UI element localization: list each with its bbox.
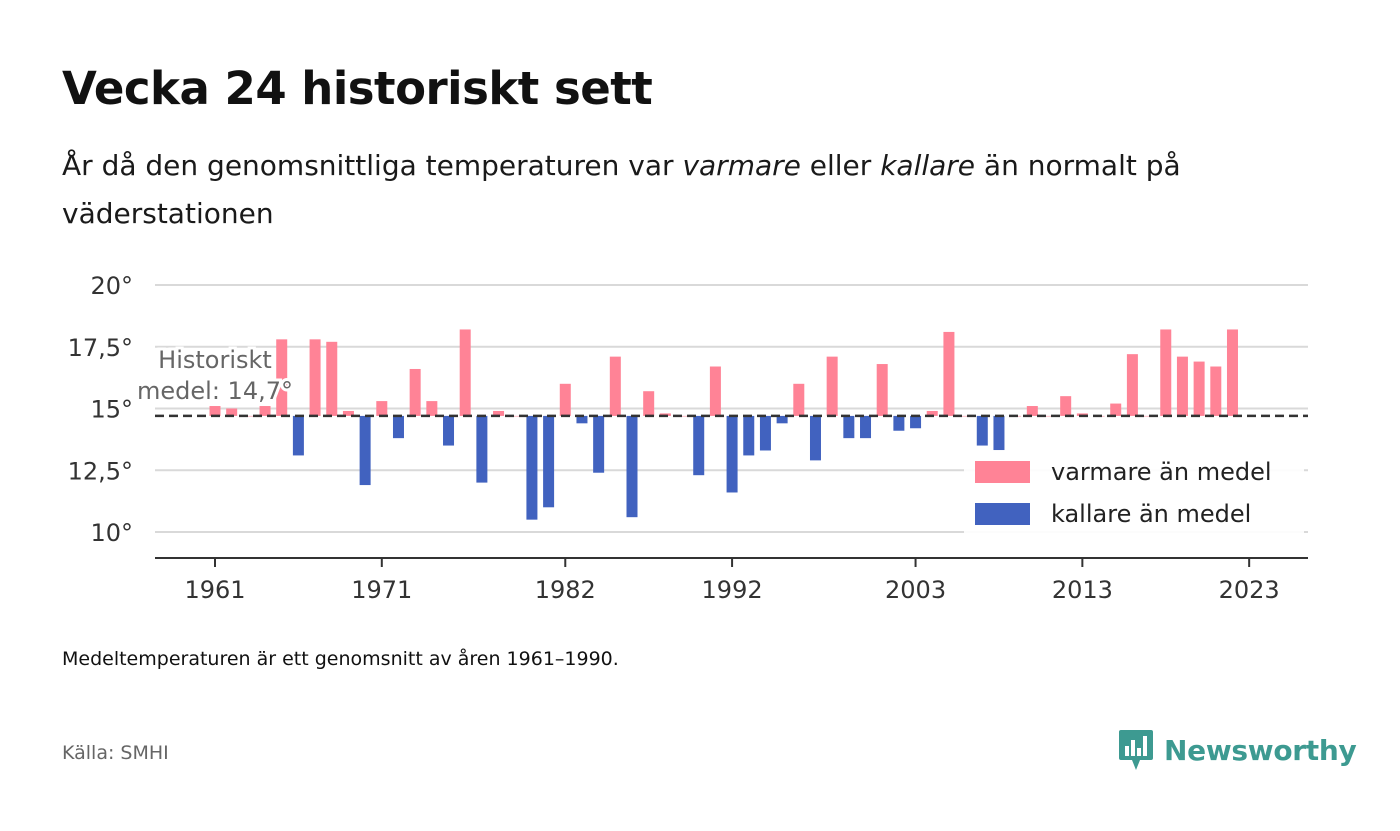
- legend-swatch: [975, 461, 1030, 483]
- bar-1963: [242, 415, 254, 417]
- y-tick-label: 15°: [90, 396, 133, 424]
- bar-2018: [1160, 329, 1172, 416]
- x-axis: 1961 1971 1982 1992 2003 2013 2023: [155, 557, 1308, 604]
- bar-1990: [693, 415, 705, 476]
- legend-label: kallare än medel: [1051, 500, 1251, 528]
- bar-1971: [376, 401, 388, 416]
- bar-1984: [593, 415, 605, 473]
- bar-1969: [342, 410, 354, 416]
- y-axis-labels: 20° 17,5° 15° 12,5° 10°: [68, 272, 133, 547]
- bar-1972: [392, 415, 404, 439]
- legend-swatch: [975, 503, 1030, 525]
- legend-label: varmare än medel: [1051, 458, 1272, 486]
- bar-1995: [776, 415, 788, 424]
- bar-1993: [743, 415, 755, 456]
- subtitle-cold-word: kallare: [880, 149, 976, 182]
- bar-2012: [1060, 396, 1072, 416]
- bar-1962: [226, 408, 238, 416]
- subtitle-warm-word: varmare: [682, 149, 801, 182]
- bar-1986: [626, 415, 638, 518]
- subtitle-prefix: År då den genomsnittliga temperaturen va…: [62, 149, 683, 182]
- newsworthy-logo-icon: [1119, 730, 1153, 770]
- bar-2022: [1226, 329, 1238, 416]
- mean-label-line1: Historiskt: [158, 346, 272, 374]
- source-label: Källa: SMHI: [62, 742, 169, 764]
- bar-2021: [1210, 366, 1222, 416]
- x-tick-label: 2003: [885, 576, 946, 604]
- bar-1985: [609, 356, 621, 416]
- bar-2006: [960, 415, 972, 417]
- newsworthy-logo[interactable]: Newsworthy: [1118, 727, 1357, 773]
- subtitle-suffix: än normalt på väderstationen: [62, 149, 1181, 230]
- bar-1970: [359, 415, 371, 486]
- y-tick-label: 10°: [90, 519, 133, 547]
- y-tick-label: 20°: [90, 272, 133, 300]
- bar-1976: [459, 329, 471, 416]
- bar-2004: [926, 410, 938, 416]
- bar-1968: [326, 341, 338, 416]
- bar-2005: [943, 331, 955, 416]
- legend: varmare än medel kallare än medel: [964, 450, 1304, 538]
- bar-1964: [259, 406, 271, 416]
- bar-1989: [676, 415, 688, 417]
- chart-subtitle: År då den genomsnittliga temperaturen va…: [62, 142, 1282, 238]
- mean-label-line2: medel: 14,7°: [137, 377, 293, 405]
- bar-1975: [443, 415, 455, 446]
- bar-1998: [826, 356, 838, 416]
- bar-2003: [910, 415, 922, 429]
- bar-2015: [1110, 403, 1122, 416]
- bar-1992: [726, 415, 738, 493]
- bar-1965: [276, 339, 288, 416]
- y-tick-label: 17,5°: [68, 334, 133, 362]
- bar-1994: [759, 415, 771, 451]
- footnote: Medeltemperaturen är ett genomsnitt av å…: [62, 648, 619, 670]
- bar-2016: [1126, 354, 1138, 416]
- bar-2007: [976, 415, 988, 446]
- bar-1983: [576, 415, 588, 424]
- bar-1973: [409, 368, 421, 416]
- bar-2001: [876, 364, 888, 416]
- bar-1982: [559, 383, 571, 416]
- bar-2010: [1026, 406, 1038, 416]
- x-tick-label: 1971: [351, 576, 412, 604]
- bar-1987: [643, 391, 655, 416]
- bar-1977: [476, 415, 488, 483]
- subtitle-mid: eller: [800, 149, 881, 182]
- x-tick-label: 2013: [1052, 576, 1113, 604]
- newsworthy-logo-text: Newsworthy: [1164, 733, 1357, 767]
- bar-1961: [209, 406, 221, 416]
- bar-1967: [309, 339, 321, 416]
- bar-2020: [1193, 361, 1205, 416]
- bar-2011: [1043, 415, 1055, 417]
- bar-2008: [993, 415, 1005, 451]
- bar-1978: [493, 410, 505, 416]
- bar-2019: [1176, 356, 1188, 416]
- bar-1996: [793, 383, 805, 416]
- mean-line-group: Historiskt medel: 14,7°: [134, 343, 1308, 418]
- x-tick-label: 2023: [1219, 576, 1280, 604]
- bar-2000: [860, 415, 872, 439]
- bar-1966: [292, 415, 304, 456]
- x-tick-label: 1992: [702, 576, 763, 604]
- mean-line-label: Historiskt medel: 14,7°: [137, 346, 293, 405]
- bar-1980: [526, 415, 538, 520]
- bar-1991: [709, 366, 721, 416]
- x-tick-label: 1961: [184, 576, 245, 604]
- bar-1981: [543, 415, 555, 508]
- bar-1979: [509, 415, 521, 417]
- x-tick-label: 1982: [535, 576, 596, 604]
- y-tick-label: 12,5°: [68, 457, 133, 485]
- bar-1997: [809, 415, 821, 461]
- bar-1999: [843, 415, 855, 439]
- chart-title: Vecka 24 historiskt sett: [62, 62, 653, 115]
- bar-1974: [426, 401, 438, 416]
- bar-2002: [893, 415, 905, 431]
- bars: [209, 329, 1238, 520]
